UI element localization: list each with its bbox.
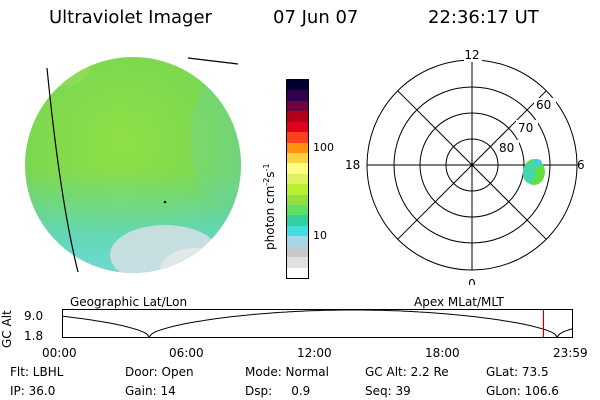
app-title: Ultraviolet Imager — [49, 7, 212, 28]
status-glon: GLon: 106.6 — [486, 384, 559, 398]
polar-diag-2 — [397, 90, 547, 240]
status-ip: IP: 36.0 — [10, 384, 56, 398]
lat-70-label: 70 — [518, 121, 533, 135]
lat-60-label: 60 — [536, 98, 551, 112]
colorbar-band — [287, 246, 308, 258]
status-mode: Mode: Normal — [245, 365, 329, 379]
colorbar-band — [287, 79, 308, 91]
mlt-18-label: 18 — [345, 158, 360, 172]
colorbar-band — [287, 267, 308, 278]
globe-edge-line — [187, 57, 239, 65]
status-gain: Gain: 14 — [125, 384, 176, 398]
timeline-xtick-0: 00:00 — [42, 346, 77, 360]
timeline-frame — [62, 309, 573, 338]
colorbar-band — [287, 215, 308, 226]
timeline-label-left: Geographic Lat/Lon — [70, 295, 188, 309]
timeline-ytick-bottom: 1.8 — [24, 329, 44, 343]
date-label: 07 Jun 07 — [273, 7, 359, 28]
timeline-ylabel: GC Alt — [0, 310, 14, 348]
colorbar-band — [287, 225, 308, 237]
mlt-12-label: 12 — [464, 48, 479, 62]
colorbar-tick-10: 10 — [313, 229, 327, 242]
colorbar-band — [287, 257, 308, 268]
colorbar-band — [287, 194, 308, 206]
timeline-ytick-top: 9.0 — [24, 309, 44, 323]
polar-plot: 12 18 6 0 60 70 80 — [340, 48, 585, 285]
mlt-6-label: 6 — [577, 158, 585, 172]
status-door: Door: Open — [125, 365, 194, 379]
lat-80-label: 80 — [499, 141, 514, 155]
timeline-xtick-1: 06:00 — [169, 346, 204, 360]
timeline-chart — [62, 309, 573, 338]
timeline-label-right: Apex MLat/MLT — [414, 295, 504, 309]
timeline-xtick-3: 18:00 — [425, 346, 460, 360]
colorbar-band — [287, 111, 308, 122]
status-flt: Flt: LBHL — [10, 365, 64, 379]
status-gcalt: GC Alt: 2.2 Re — [365, 365, 449, 379]
colorbar — [286, 79, 309, 279]
timeline-orbit-line — [62, 309, 573, 338]
status-seq: Seq: 39 — [365, 384, 411, 398]
colorbar-band — [287, 184, 308, 195]
colorbar-band — [287, 152, 308, 164]
colorbar-band — [287, 142, 308, 153]
globe-terminator-line — [46, 67, 79, 273]
timeline-xtick-2: 12:00 — [297, 346, 332, 360]
status-glat: GLat: 73.5 — [486, 365, 549, 379]
colorbar-band — [287, 236, 308, 247]
colorbar-band — [287, 173, 308, 185]
time-label: 22:36:17 UT — [428, 7, 539, 28]
colorbar-band — [287, 163, 308, 174]
colorbar-tick-100: 100 — [313, 141, 334, 154]
colorbar-band — [287, 90, 308, 101]
colorbar-band — [287, 205, 308, 216]
globe-image — [25, 57, 241, 273]
mlt-0-label: 0 — [468, 277, 476, 285]
status-dsp: Dsp: 0.9 — [245, 384, 311, 398]
colorbar-label: photon cm-2s-1 — [262, 163, 277, 250]
colorbar-band — [287, 121, 308, 133]
timeline-xtick-4: 23:59 — [553, 346, 588, 360]
colorbar-band — [287, 100, 308, 112]
aurora-blob — [523, 159, 545, 185]
colorbar-band — [287, 132, 308, 143]
